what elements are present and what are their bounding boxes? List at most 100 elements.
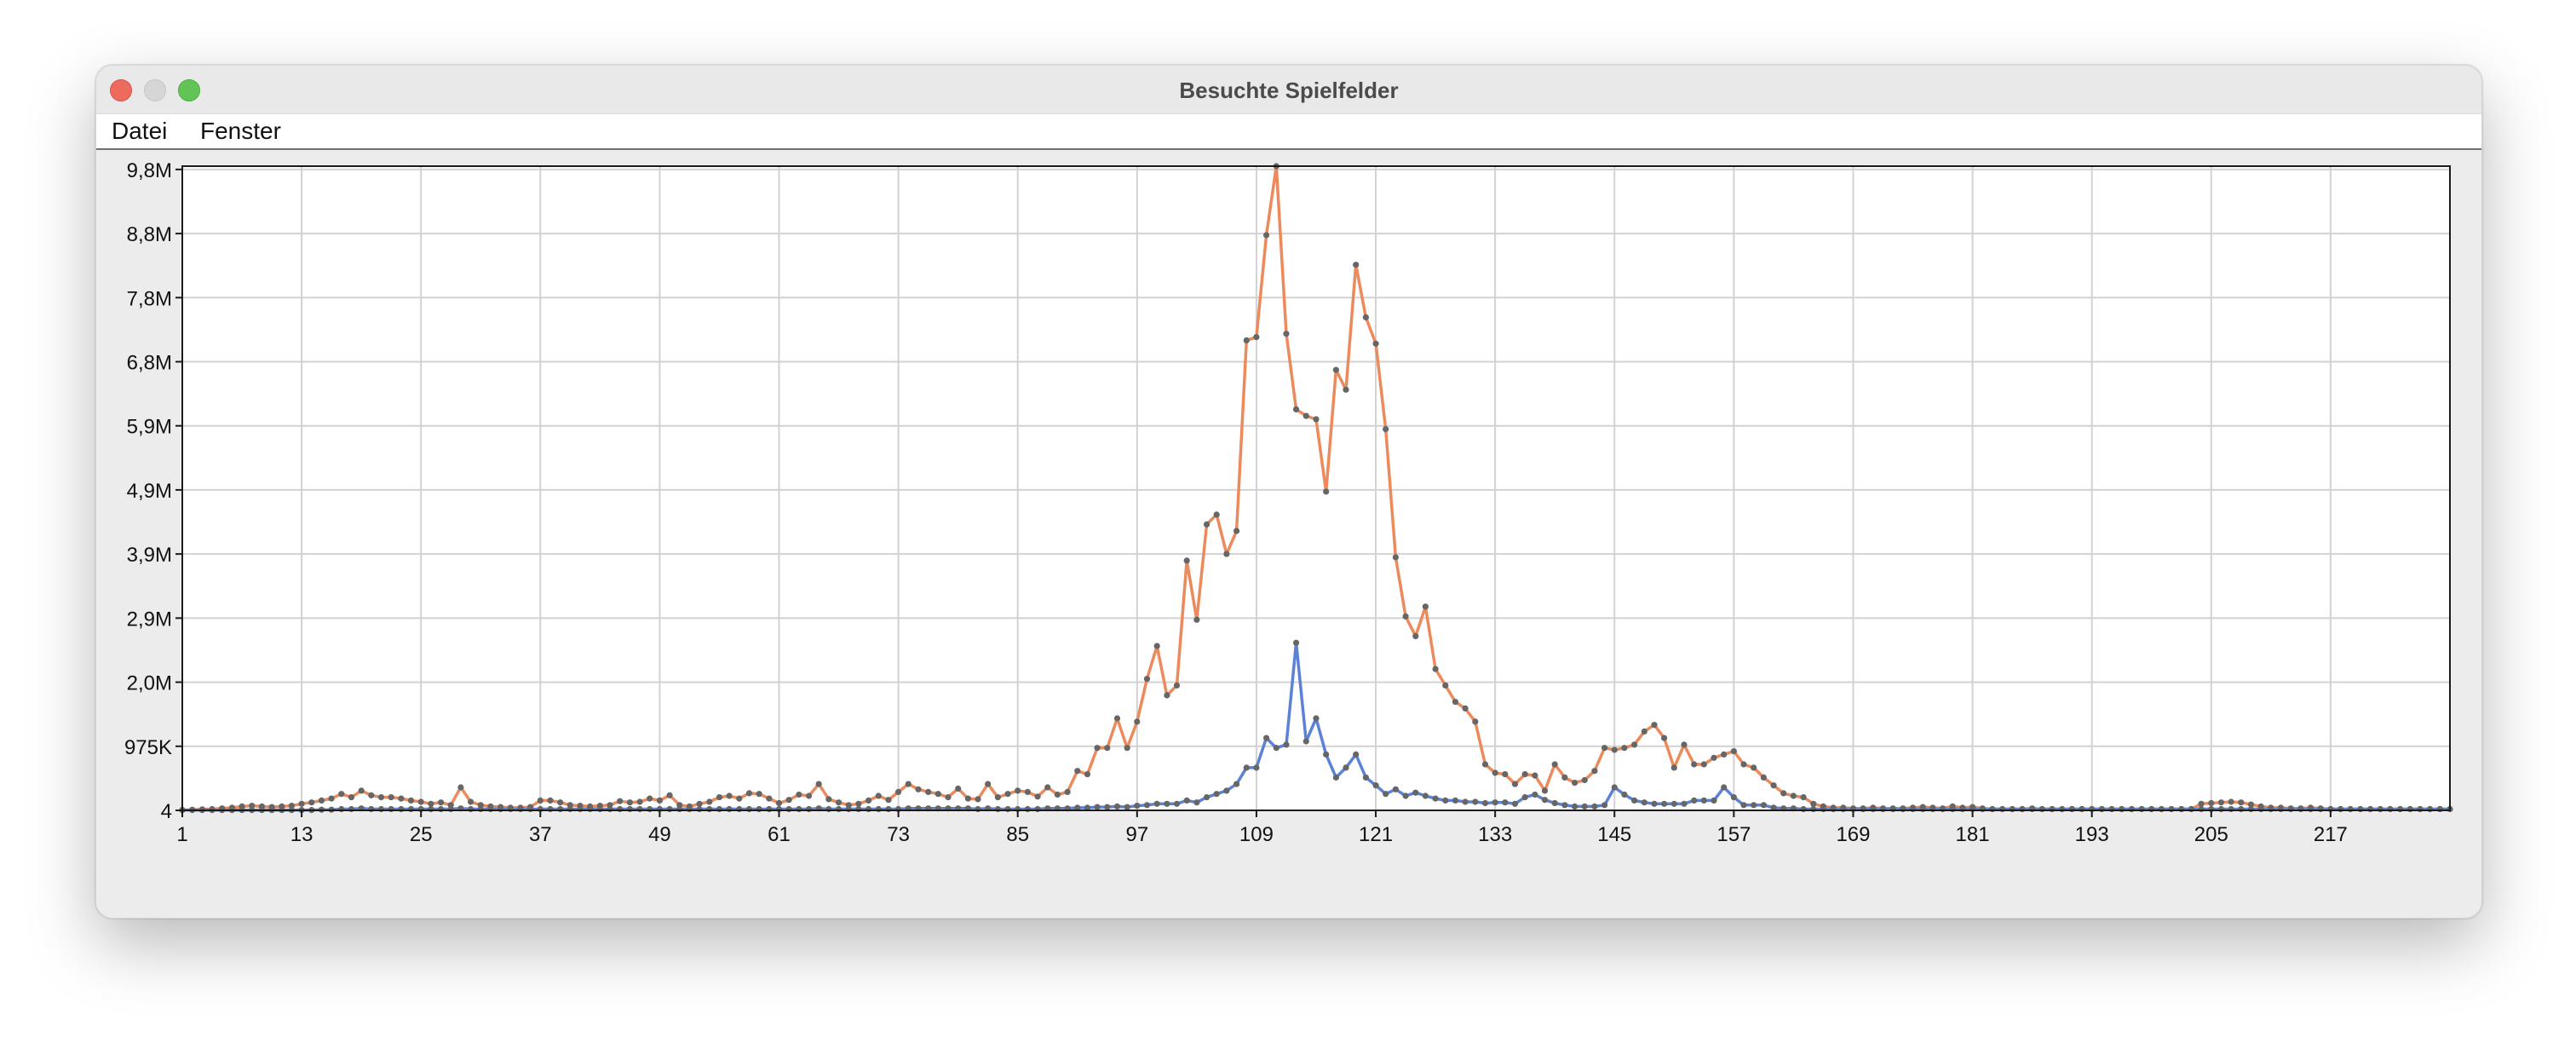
data-point (994, 805, 1001, 813)
data-point (1263, 232, 1270, 239)
data-point (1204, 521, 1210, 527)
data-point (2228, 798, 2234, 805)
data-point (1999, 805, 2006, 813)
minimize-window-button[interactable] (144, 79, 166, 101)
data-point (1670, 764, 1677, 771)
data-point (1422, 792, 1429, 799)
data-point (1770, 782, 1777, 789)
data-point (736, 795, 743, 802)
data-point (1751, 802, 1757, 809)
data-point (1173, 800, 1181, 807)
data-point (666, 792, 673, 798)
data-point (1054, 791, 1061, 798)
y-tick-label: 2,9M (127, 608, 172, 631)
data-point (1223, 787, 1230, 794)
data-point (1452, 797, 1459, 804)
title-bar[interactable]: Besuchte Spielfelder (96, 66, 2481, 114)
menu-datei[interactable]: Datei (112, 118, 168, 144)
data-point (925, 788, 932, 796)
data-point (497, 805, 504, 813)
data-point (796, 791, 802, 798)
x-tick-label: 145 (1597, 823, 1631, 846)
data-point (557, 799, 564, 806)
app-window: Besuchte Spielfelder Datei Fenster 1 13 25… (95, 65, 2482, 919)
data-point (2038, 805, 2045, 813)
data-point (1084, 771, 1091, 778)
data-point (587, 805, 594, 813)
data-point (1601, 745, 1608, 752)
data-point (934, 791, 941, 798)
data-point (1740, 761, 1747, 768)
y-tick-label: 6,8M (127, 352, 172, 375)
data-point (1541, 787, 1549, 794)
y-tick-label: 5,9M (127, 416, 172, 439)
data-point (1034, 793, 1041, 800)
data-point (975, 805, 981, 813)
data-point (1313, 416, 1320, 423)
data-point (557, 805, 564, 813)
data-point (1561, 802, 1568, 809)
data-point (1591, 768, 1598, 775)
y-tick-label: 2,0M (127, 672, 172, 695)
data-point (1681, 741, 1688, 748)
data-point (457, 784, 464, 791)
data-point (915, 786, 922, 792)
data-point (596, 805, 604, 813)
data-point (2367, 805, 2374, 813)
data-point (806, 805, 813, 813)
data-point (745, 805, 753, 813)
data-point (358, 787, 365, 794)
data-point (1124, 804, 1130, 810)
data-point (1004, 791, 1011, 798)
data-point (1442, 797, 1449, 804)
data-point (2049, 805, 2056, 813)
data-point (1353, 751, 1360, 758)
data-point (1760, 774, 1767, 781)
data-point (1770, 804, 1777, 811)
data-point (636, 798, 643, 805)
data-point (1730, 794, 1737, 801)
data-point (785, 805, 792, 813)
menu-fenster[interactable]: Fenster (200, 118, 281, 144)
data-point (1015, 787, 1021, 794)
data-point (1900, 805, 1906, 813)
data-point (468, 798, 474, 805)
data-point (696, 805, 703, 813)
data-point (1302, 412, 1309, 419)
x-tick-label: 193 (2075, 823, 2109, 846)
data-point (1621, 791, 1628, 798)
data-point (438, 799, 445, 806)
data-point (1909, 805, 1917, 813)
data-point (1721, 751, 1728, 758)
data-point (1840, 805, 1847, 813)
data-point (1472, 718, 1479, 725)
data-point (328, 795, 335, 802)
data-point (577, 805, 584, 813)
data-point (1711, 797, 1717, 804)
data-point (1641, 799, 1647, 806)
data-point (348, 794, 355, 801)
data-point (1193, 616, 1200, 623)
data-point (1511, 800, 1519, 807)
plot-frame (181, 165, 2451, 811)
data-point (1691, 797, 1698, 804)
data-point (1432, 666, 1439, 672)
data-point (2029, 805, 2036, 813)
zoom-window-button[interactable] (178, 79, 200, 101)
data-point (2257, 805, 2264, 813)
data-point (1940, 805, 1946, 813)
data-point (985, 781, 992, 787)
data-point (1332, 366, 1339, 373)
data-point (1860, 805, 1866, 813)
data-point (1412, 633, 1419, 640)
data-point (1810, 800, 1817, 807)
data-point (1313, 715, 1320, 722)
data-point (1323, 488, 1330, 495)
y-tick-label: 4,9M (127, 480, 172, 503)
close-window-button[interactable] (110, 79, 132, 101)
data-point (686, 805, 693, 813)
data-point (1383, 426, 1389, 433)
line-chart: 1 13 25 37 49 61 73 85 97 109 121 133 145 157 169 181 19… (124, 159, 2453, 846)
data-point (1670, 800, 1677, 807)
data-point (1024, 805, 1031, 813)
